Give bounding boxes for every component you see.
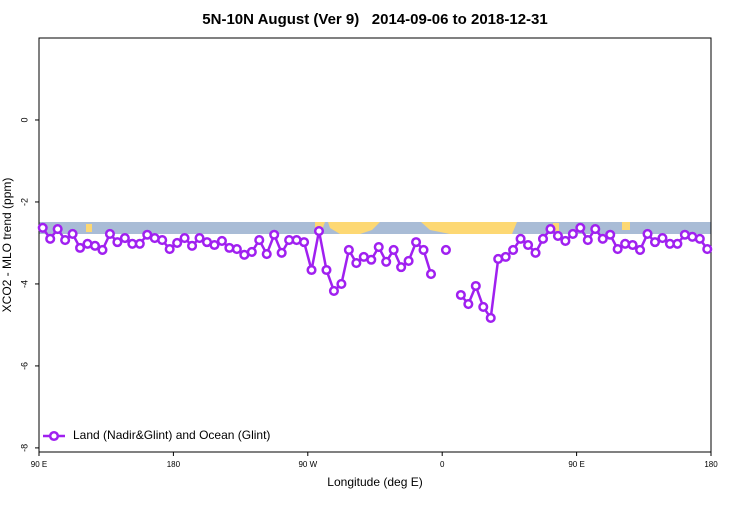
data-point xyxy=(530,247,541,258)
data-point xyxy=(373,241,384,253)
land-patch xyxy=(553,223,559,231)
data-point xyxy=(702,244,713,255)
data-point xyxy=(179,232,190,244)
data-point xyxy=(104,228,115,239)
y-axis-label: XCO2 - MLO trend (ppm) xyxy=(0,178,14,313)
map-strip xyxy=(39,222,711,234)
data-point xyxy=(343,244,354,255)
data-point xyxy=(351,257,362,269)
data-point xyxy=(515,233,526,244)
data-point xyxy=(306,264,317,276)
data-point xyxy=(112,237,123,248)
data-point xyxy=(575,222,586,233)
data-point xyxy=(388,244,399,255)
data-point xyxy=(635,244,646,255)
data-point xyxy=(642,228,653,239)
data-point xyxy=(89,240,101,251)
data-point xyxy=(470,280,481,292)
data-point xyxy=(60,235,71,246)
data-point xyxy=(119,232,130,244)
data-point xyxy=(463,298,474,310)
land-patch xyxy=(328,222,380,234)
data-point xyxy=(590,223,601,235)
land-patch xyxy=(421,222,517,234)
legend-marker xyxy=(48,430,60,442)
data-point xyxy=(52,223,63,235)
data-point xyxy=(440,244,451,255)
data-point xyxy=(313,226,325,237)
data-point xyxy=(269,229,280,240)
data-point xyxy=(545,223,556,235)
data-point xyxy=(523,239,534,251)
data-point xyxy=(164,244,175,255)
data-point xyxy=(216,235,227,246)
legend-label: Land (Nadir&Glint) and Ocean (Glint) xyxy=(73,428,270,442)
y-tick-label: -6 xyxy=(19,362,29,370)
data-point xyxy=(597,233,608,244)
chart-title: 5N-10N August (Ver 9) 2014-09-06 to 2018… xyxy=(202,11,547,28)
data-point xyxy=(582,235,593,246)
x-axis-label: Longitude (deg E) xyxy=(327,475,422,489)
data-point xyxy=(567,228,578,239)
data-point xyxy=(276,247,287,258)
y-tick-label: -4 xyxy=(19,280,29,288)
x-tick-label: 90 E xyxy=(568,460,584,469)
data-point xyxy=(45,233,56,244)
data-point xyxy=(694,233,705,244)
data-point xyxy=(194,232,205,244)
data-point xyxy=(254,235,265,246)
data-point xyxy=(411,237,422,248)
y-tick-label: -8 xyxy=(19,444,29,452)
data-point xyxy=(418,244,429,255)
data-point xyxy=(75,242,86,253)
y-tick-label: -2 xyxy=(19,198,29,206)
data-point xyxy=(455,289,466,301)
data-point xyxy=(560,235,571,246)
plot-frame xyxy=(38,37,712,453)
data-point xyxy=(134,238,145,249)
data-point xyxy=(336,278,347,289)
data-point xyxy=(403,255,414,267)
x-tick-label: 0 xyxy=(440,460,445,469)
y-tick-label: 0 xyxy=(19,117,29,122)
data-point xyxy=(261,248,272,260)
data-point xyxy=(649,237,661,248)
data-point xyxy=(37,222,48,233)
land-patch xyxy=(622,222,630,230)
data-point xyxy=(605,229,616,240)
x-tick-label: 90 E xyxy=(31,460,47,469)
data-point xyxy=(97,244,108,255)
data-point xyxy=(299,237,310,248)
data-point xyxy=(321,264,332,276)
data-point xyxy=(552,230,563,242)
data-point xyxy=(172,237,183,249)
data-point xyxy=(508,244,519,255)
data-point xyxy=(231,244,242,255)
x-tick-label: 180 xyxy=(167,460,181,469)
data-point xyxy=(187,240,198,251)
data-point xyxy=(328,285,339,296)
data-point xyxy=(425,269,437,280)
data-point xyxy=(381,256,392,267)
data-point xyxy=(672,238,683,249)
data-point xyxy=(478,301,489,312)
land-patch xyxy=(86,224,92,232)
data-point xyxy=(657,232,668,244)
data-point xyxy=(537,233,549,244)
data-point xyxy=(246,246,257,258)
data-point xyxy=(366,254,377,265)
x-tick-label: 180 xyxy=(704,460,718,469)
data-point xyxy=(157,235,168,246)
legend-item: Land (Nadir&Glint) and Ocean (Glint) xyxy=(43,428,270,442)
data-point xyxy=(627,239,638,251)
ocean-band xyxy=(39,222,711,234)
data-point xyxy=(500,251,511,262)
data-point xyxy=(612,244,623,255)
data-point xyxy=(209,239,220,251)
data-point xyxy=(485,312,496,324)
data-point xyxy=(396,262,407,273)
x-tick-label: 90 W xyxy=(298,460,317,469)
data-point xyxy=(67,228,78,239)
